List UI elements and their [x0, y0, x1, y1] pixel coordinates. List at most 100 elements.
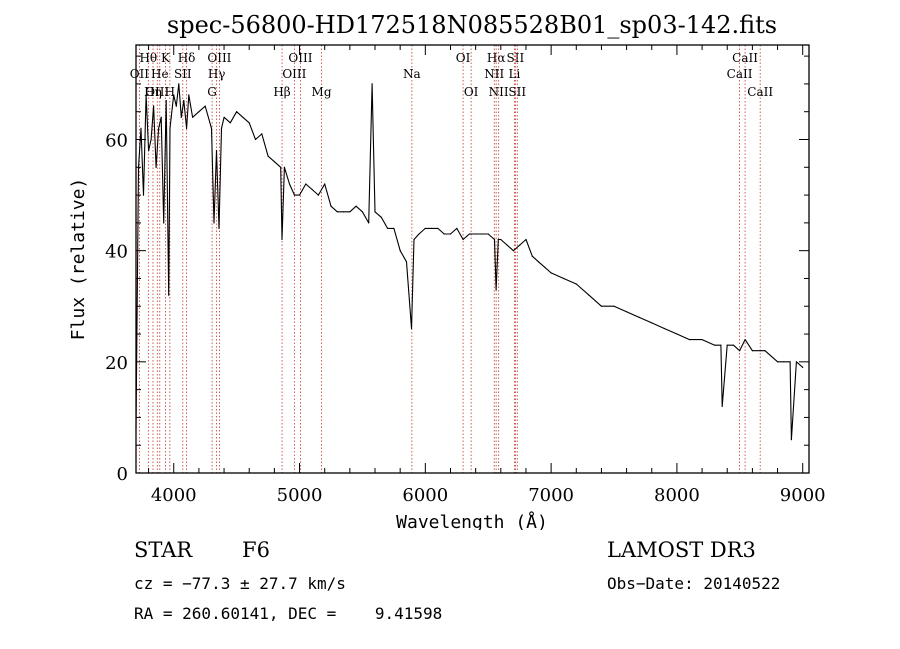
data-point [387, 227, 389, 229]
data-point [481, 233, 483, 235]
data-point [150, 138, 152, 141]
data-point [283, 166, 285, 168]
data-point [790, 439, 793, 441]
data-point [188, 94, 190, 96]
data-point [210, 127, 213, 129]
subclass: F6 [242, 538, 270, 562]
x-axis-label: Wavelength (Å) [396, 511, 548, 530]
data-point [744, 339, 746, 341]
line-marker-label: G [207, 85, 217, 99]
y-tick-label: 0 [117, 464, 128, 485]
line-marker-label: OI [464, 85, 479, 99]
data-point [525, 238, 527, 241]
data-point [500, 238, 502, 241]
data-point [158, 127, 160, 129]
line-marker-label: OIII [288, 51, 312, 65]
line-marker-label: H [165, 85, 175, 99]
axes-group: 4000 5000 6000 7000 8000 9000 0 20 40 60 [105, 45, 826, 506]
x-tick-label: 6000 [402, 485, 448, 506]
data-point [374, 211, 376, 213]
line-marker-label: Mg [312, 85, 332, 99]
data-point [223, 116, 225, 118]
data-point [418, 233, 420, 235]
data-point [371, 83, 373, 85]
x-tick-label: 7000 [528, 485, 574, 506]
x-tick-label: 4000 [151, 485, 197, 506]
line-marker-label: OIII [207, 51, 231, 65]
data-point [759, 350, 761, 352]
plot-frame [135, 44, 810, 474]
data-point [802, 366, 804, 368]
data-point [701, 339, 703, 341]
line-marker-label: He [151, 67, 169, 81]
data-point [751, 350, 754, 352]
data-point [165, 100, 167, 102]
line-marker-label: Hβ [273, 85, 290, 99]
data-point [198, 111, 200, 113]
data-point [229, 122, 231, 124]
data-point [506, 244, 508, 246]
data-point [311, 188, 313, 191]
line-marker-label: NII [484, 67, 504, 81]
line-marker-label: OIII [282, 67, 306, 81]
y-tick-label: 20 [105, 353, 128, 374]
data-point [714, 344, 716, 346]
x-tick-label: 5000 [277, 485, 323, 506]
data-point [475, 233, 477, 235]
chart-title: spec-56800-HD172518N085528B01_sp03-142.f… [167, 11, 777, 39]
data-point [651, 322, 653, 324]
data-point [512, 250, 515, 252]
x-tick-label: 8000 [654, 485, 700, 506]
data-point [764, 350, 766, 352]
data-point [638, 316, 640, 318]
data-point [726, 344, 728, 346]
line-marker-label: CaII [747, 85, 773, 99]
data-point [468, 233, 470, 235]
data-point [732, 344, 735, 346]
data-point [437, 227, 439, 229]
data-point [305, 183, 307, 185]
data-point [739, 350, 741, 352]
data-point [443, 233, 445, 235]
line-marker-label: Hα [487, 51, 506, 65]
data-point [613, 305, 615, 307]
line-marker-label: Li [508, 67, 520, 81]
data-point [169, 127, 171, 129]
line-marker-label: SII [507, 51, 525, 65]
coordinates: RA = 260.60141, DEC = 9.41598 [134, 604, 443, 623]
line-marker-label: K [161, 51, 171, 65]
data-point [186, 127, 188, 129]
data-point [721, 405, 723, 407]
data-point [663, 327, 665, 330]
spectrum-chart: spec-56800-HD172518N085528B01_sp03-142.f… [68, 11, 826, 533]
data-point [493, 238, 496, 241]
data-point [330, 205, 332, 207]
data-point [393, 227, 395, 229]
data-point [519, 244, 521, 246]
data-point [783, 361, 785, 363]
data-point [155, 166, 157, 168]
data-point [789, 361, 791, 363]
data-point [293, 194, 296, 196]
data-point [163, 222, 165, 224]
data-point [273, 161, 275, 163]
data-point [254, 138, 257, 141]
data-point [236, 111, 238, 113]
data-point [405, 261, 408, 263]
data-point [462, 238, 464, 241]
data-point [410, 327, 413, 330]
data-point [248, 122, 250, 124]
data-point [218, 227, 220, 229]
data-point [626, 311, 628, 313]
data-point [153, 105, 155, 107]
data-point [192, 116, 194, 118]
line-marker-label: CaII [732, 51, 758, 65]
data-point [298, 194, 301, 196]
data-point [281, 238, 283, 241]
line-marker-label: OIII [145, 85, 169, 99]
data-point [204, 105, 206, 107]
data-point [213, 222, 215, 224]
data-point [183, 100, 185, 102]
data-point [178, 83, 180, 85]
data-point [324, 183, 326, 185]
